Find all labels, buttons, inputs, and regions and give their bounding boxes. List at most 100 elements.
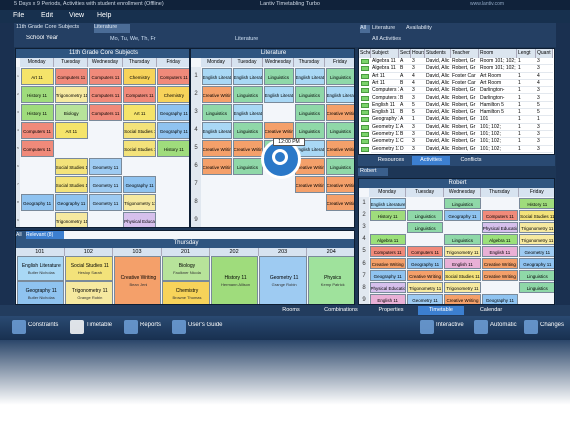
- table-cell[interactable]: David, Alic: [425, 131, 451, 139]
- bottom-tab[interactable]: Properties: [378, 307, 404, 313]
- lesson-cell[interactable]: English Literature: [369, 197, 406, 209]
- rooms-tab[interactable]: All: [16, 231, 26, 239]
- lesson-cell[interactable]: Linguistics: [263, 67, 294, 85]
- table-cell[interactable]: 3: [536, 95, 553, 102]
- lesson-cell[interactable]: Physical Education 11: [481, 221, 519, 233]
- table-cell[interactable]: A: [399, 58, 411, 66]
- table-cell[interactable]: 1: [517, 146, 536, 153]
- lesson-cell[interactable]: Social Studies 11: [123, 121, 157, 139]
- table-cell[interactable]: Robert, Gr: [451, 116, 479, 124]
- lesson-cell[interactable]: Linguistics: [232, 157, 263, 175]
- lesson-cell[interactable]: Social Studies 11: [54, 175, 88, 193]
- lesson-cell[interactable]: Geometry 11: [519, 245, 554, 258]
- lesson-cell[interactable]: History 11: [519, 197, 554, 209]
- table-cell[interactable]: 101; 102;: [479, 131, 517, 139]
- room-lesson[interactable]: English Literature Butler Nicholas: [16, 256, 65, 281]
- teacher-tab[interactable]: Robert: [358, 168, 388, 176]
- lesson-cell[interactable]: Geography 11: [54, 193, 88, 211]
- table-cell[interactable]: A: [399, 116, 411, 124]
- table-cell[interactable]: Geometry 11: [371, 138, 399, 146]
- table-cell[interactable]: Art Room: [479, 80, 517, 88]
- toolbar-icon[interactable]: [124, 320, 138, 334]
- table-cell[interactable]: 4: [411, 73, 425, 80]
- lesson-cell[interactable]: Creative Writing: [263, 121, 294, 139]
- toolbar-icon[interactable]: [12, 320, 26, 334]
- table-cell[interactable]: 101: [479, 116, 517, 124]
- table-cell[interactable]: B: [399, 65, 411, 73]
- lesson-cell[interactable]: Physical Education 11: [369, 282, 406, 294]
- table-cell[interactable]: D: [399, 146, 411, 153]
- lesson-cell[interactable]: Computers 11: [54, 67, 88, 85]
- table-cell[interactable]: 3: [536, 138, 553, 146]
- table-cell[interactable]: Algebra 11: [371, 58, 399, 66]
- lesson-cell[interactable]: English Literature: [232, 103, 263, 121]
- bottom-tab[interactable]: Combinations: [324, 307, 358, 313]
- panel-tab[interactable]: Activities: [412, 156, 450, 165]
- activity-filter[interactable]: All Activities: [372, 36, 402, 42]
- lesson-cell[interactable]: Computers 11: [369, 245, 406, 258]
- lesson-cell[interactable]: Linguistics: [325, 67, 354, 85]
- table-cell[interactable]: Robert, Gr: [451, 138, 479, 146]
- table-cell[interactable]: Robert, Gr: [451, 95, 479, 102]
- lesson-cell[interactable]: Creative Writing: [444, 294, 481, 304]
- right-tab[interactable]: Literature: [372, 25, 396, 31]
- table-cell[interactable]: 3: [411, 95, 425, 102]
- table-cell[interactable]: A: [399, 124, 411, 131]
- lesson-cell[interactable]: Trigonometry 11: [444, 245, 481, 258]
- lesson-cell[interactable]: Geography 11: [157, 121, 189, 139]
- table-cell[interactable]: 5: [536, 109, 553, 117]
- room-lesson[interactable]: Trigonometry 11 Grange Robin: [65, 281, 113, 304]
- table-cell[interactable]: Room 101; 102;: [479, 65, 517, 73]
- table-cell[interactable]: 1: [517, 73, 536, 80]
- table-cell[interactable]: Geometry 11: [371, 145, 399, 153]
- toolbar-button[interactable]: User's Guide: [188, 322, 223, 328]
- table-cell[interactable]: Foster Car: [451, 73, 479, 80]
- table-cell[interactable]: 3: [411, 138, 425, 146]
- table-cell[interactable]: 1: [517, 131, 536, 139]
- toolbar-button[interactable]: Interactive: [436, 322, 464, 328]
- lesson-cell[interactable]: Trigonometry 11: [54, 211, 88, 227]
- table-cell[interactable]: David, Alic: [425, 116, 451, 124]
- table-cell[interactable]: 3: [411, 124, 425, 131]
- lesson-cell[interactable]: Creative Writing: [325, 193, 354, 211]
- lesson-cell[interactable]: History 11: [157, 139, 189, 157]
- lesson-cell[interactable]: Trigonometry 11: [406, 282, 444, 294]
- table-cell[interactable]: 5: [411, 109, 425, 117]
- table-cell[interactable]: English 11: [371, 102, 399, 110]
- table-cell[interactable]: Foster Car: [451, 80, 479, 88]
- lesson-cell[interactable]: Linguistics: [519, 270, 554, 282]
- lesson-cell[interactable]: History 11: [369, 209, 406, 221]
- table-cell[interactable]: 1: [536, 116, 553, 124]
- lesson-cell[interactable]: Creative Writing: [294, 175, 325, 193]
- toolbar-tab[interactable]: Literature: [94, 24, 130, 33]
- rooms-tab[interactable]: Relevant (8): [26, 231, 64, 239]
- table-cell[interactable]: Art 11: [371, 73, 399, 80]
- lesson-cell[interactable]: Geography 11: [157, 103, 189, 121]
- lesson-cell[interactable]: Art 11: [54, 121, 88, 139]
- table-cell[interactable]: Geography 11: [371, 116, 399, 124]
- room-lesson[interactable]: History 11 Hermann Allison: [210, 256, 259, 304]
- lesson-cell[interactable]: Creative Writing: [201, 157, 232, 175]
- toolbar-icon[interactable]: [524, 320, 538, 334]
- lesson-cell[interactable]: English 11: [481, 245, 519, 258]
- table-cell[interactable]: 1: [517, 102, 536, 110]
- lesson-cell[interactable]: Geography 11: [481, 294, 519, 304]
- lesson-cell[interactable]: English Literature: [232, 67, 263, 85]
- lesson-cell[interactable]: Geography 11: [123, 175, 157, 193]
- lesson-cell[interactable]: Computers 11: [20, 139, 54, 157]
- toolbar-tab[interactable]: 11th Grade Core Subjects: [16, 24, 80, 30]
- lesson-cell[interactable]: Geography 11: [444, 209, 481, 221]
- table-cell[interactable]: 3: [411, 87, 425, 95]
- table-cell[interactable]: Robert, Gr: [451, 65, 479, 73]
- table-cell[interactable]: C: [399, 138, 411, 146]
- table-cell[interactable]: 1: [517, 138, 536, 146]
- lesson-cell[interactable]: English 11: [369, 294, 406, 304]
- table-cell[interactable]: Computers 11: [371, 87, 399, 95]
- lesson-cell[interactable]: Creative Writing: [201, 85, 232, 103]
- panel-tab[interactable]: Resources: [377, 157, 405, 163]
- lesson-cell[interactable]: Computers 11: [481, 209, 519, 221]
- lesson-cell[interactable]: English Literature: [201, 67, 232, 85]
- table-cell[interactable]: Hamilton 5: [479, 109, 517, 117]
- lesson-cell[interactable]: Art 11: [20, 67, 54, 85]
- bottom-tab[interactable]: Timetable: [418, 306, 464, 315]
